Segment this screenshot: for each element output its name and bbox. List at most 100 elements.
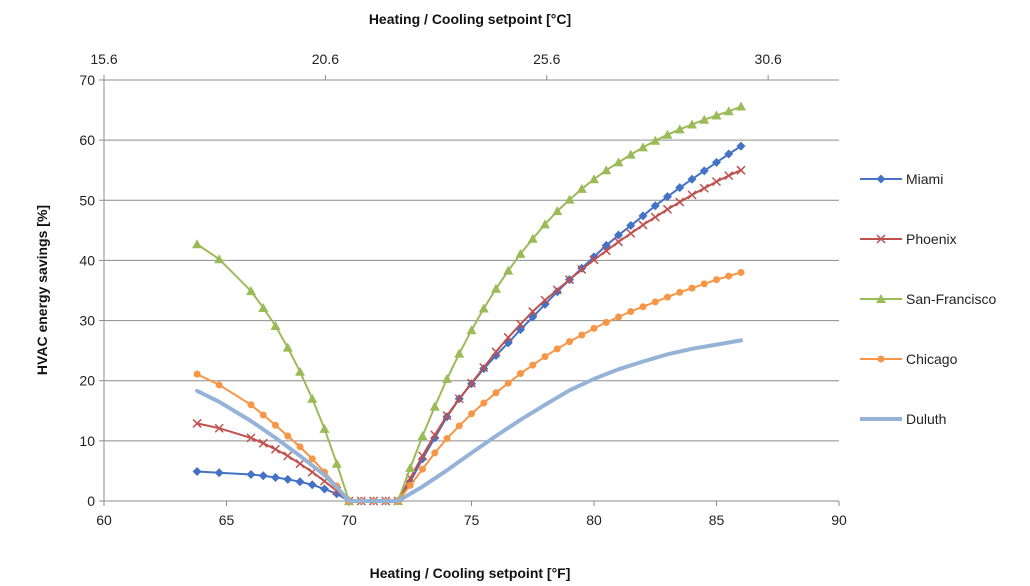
y-tick-label-30: 30 — [79, 313, 95, 329]
data-point-chicago-25 — [529, 361, 537, 369]
data-point-san-francisco-8 — [319, 423, 330, 433]
data-point-san-francisco-13 — [417, 431, 428, 441]
data-point-san-francisco-33 — [662, 129, 673, 139]
data-point-chicago-31 — [602, 318, 610, 326]
data-point-san-francisco-7 — [307, 393, 318, 403]
data-point-chicago-6 — [296, 443, 304, 451]
legend-item-san-francisco: San-Francisco — [860, 291, 996, 307]
data-point-chicago-24 — [517, 369, 524, 377]
data-point-miami-36 — [663, 192, 672, 202]
data-point-phoenix-38 — [687, 190, 697, 200]
x2-tick-label-15.6: 15.6 — [90, 51, 117, 67]
data-point-san-francisco-32 — [650, 135, 661, 145]
data-point-phoenix-41 — [724, 171, 734, 181]
data-point-miami-32 — [614, 230, 623, 240]
data-point-phoenix-29 — [577, 264, 587, 274]
x-tick-label-80: 80 — [586, 512, 602, 528]
data-point-phoenix-23 — [503, 332, 513, 342]
data-point-san-francisco-26 — [576, 183, 587, 193]
data-point-san-francisco-1 — [214, 254, 225, 264]
data-point-san-francisco-36 — [699, 114, 710, 124]
data-point-san-francisco-35 — [687, 119, 697, 129]
data-point-phoenix-2 — [246, 433, 256, 443]
y-axis-title: HVAC energy savings [%] — [34, 205, 50, 375]
y-tick-label-20: 20 — [79, 373, 95, 389]
data-point-chicago-7 — [308, 455, 316, 463]
data-point-chicago-41 — [725, 272, 733, 280]
data-point-miami-37 — [675, 183, 685, 193]
legend-item-chicago: Chicago — [860, 351, 958, 367]
data-point-phoenix-18 — [442, 411, 452, 421]
data-point-san-francisco-25 — [564, 194, 575, 204]
tick-labels: 60 65 70 75 80 85 90 0 10 20 30 40 50 60 70 15.6 20.6 25.… — [79, 51, 847, 528]
data-point-phoenix-34 — [638, 220, 648, 230]
data-point-chicago-34 — [639, 303, 647, 311]
data-point-phoenix-5 — [283, 451, 293, 461]
data-point-phoenix-35 — [650, 212, 660, 222]
x2-axis-title: Heating / Cooling setpoint [°C] — [369, 11, 571, 27]
data-point-chicago-5 — [284, 432, 292, 440]
data-point-phoenix-1 — [214, 423, 224, 433]
data-point-chicago-1 — [215, 381, 223, 389]
data-point-miami-4 — [271, 473, 280, 483]
data-point-san-francisco-34 — [674, 124, 685, 134]
data-point-chicago-20 — [468, 410, 475, 418]
data-point-san-francisco-9 — [331, 458, 342, 468]
legend-marker-chicago — [877, 355, 885, 363]
data-point-phoenix-40 — [711, 177, 722, 187]
x-tick-label-70: 70 — [341, 512, 357, 528]
x-tick-label-75: 75 — [464, 512, 480, 528]
data-point-san-francisco-22 — [527, 233, 538, 243]
data-point-chicago-39 — [700, 280, 708, 288]
series-san-francisco — [192, 101, 746, 505]
data-point-san-francisco-21 — [515, 248, 526, 258]
data-point-miami-7 — [307, 480, 317, 490]
data-point-phoenix-27 — [552, 285, 562, 295]
data-point-san-francisco-24 — [552, 206, 563, 216]
data-point-miami-35 — [650, 201, 660, 211]
data-point-chicago-36 — [664, 293, 671, 301]
x-axis-title: Heating / Cooling setpoint [°F] — [370, 565, 571, 581]
data-point-chicago-30 — [590, 324, 598, 332]
data-point-phoenix-33 — [626, 228, 636, 238]
data-point-miami-1 — [214, 468, 224, 478]
y-tick-label-10: 10 — [79, 433, 95, 449]
data-point-phoenix-6 — [295, 459, 305, 469]
data-point-phoenix-19 — [454, 394, 464, 404]
data-point-san-francisco-29 — [613, 157, 624, 167]
data-point-san-francisco-18 — [478, 303, 489, 313]
data-point-miami-39 — [699, 166, 709, 176]
data-point-chicago-3 — [259, 411, 267, 419]
data-point-phoenix-22 — [491, 347, 501, 357]
data-point-chicago-29 — [578, 331, 586, 339]
data-point-chicago-16 — [419, 465, 426, 473]
legend-marker-san-francisco — [876, 294, 886, 303]
data-point-chicago-42 — [737, 268, 745, 276]
data-point-san-francisco-12 — [405, 462, 416, 472]
data-point-san-francisco-2 — [246, 286, 256, 296]
legend-label-duluth: Duluth — [906, 411, 946, 427]
data-point-chicago-22 — [492, 389, 500, 397]
data-point-miami-34 — [638, 211, 648, 221]
data-point-chicago-23 — [504, 379, 512, 387]
data-point-miami-38 — [687, 174, 697, 184]
legend-item-phoenix: Phoenix — [860, 231, 957, 247]
data-point-san-francisco-20 — [503, 265, 514, 275]
series-line-duluth — [195, 338, 743, 503]
x2-tick-label-25.6: 25.6 — [533, 51, 560, 67]
data-point-san-francisco-23 — [540, 219, 550, 229]
data-point-phoenix-0 — [192, 418, 202, 428]
data-point-san-francisco-15 — [442, 373, 452, 383]
data-point-phoenix-16 — [417, 451, 428, 461]
grid-lines — [104, 79, 839, 442]
data-point-phoenix-36 — [662, 204, 673, 214]
series-line-san-francisco — [196, 105, 742, 502]
data-point-phoenix-24 — [515, 319, 526, 329]
legend-item-duluth: Duluth — [860, 411, 946, 427]
data-point-phoenix-26 — [540, 295, 550, 305]
data-point-chicago-28 — [566, 338, 573, 346]
data-point-miami-42 — [736, 141, 746, 151]
data-point-san-francisco-16 — [454, 348, 465, 358]
data-point-san-francisco-39 — [736, 101, 746, 111]
